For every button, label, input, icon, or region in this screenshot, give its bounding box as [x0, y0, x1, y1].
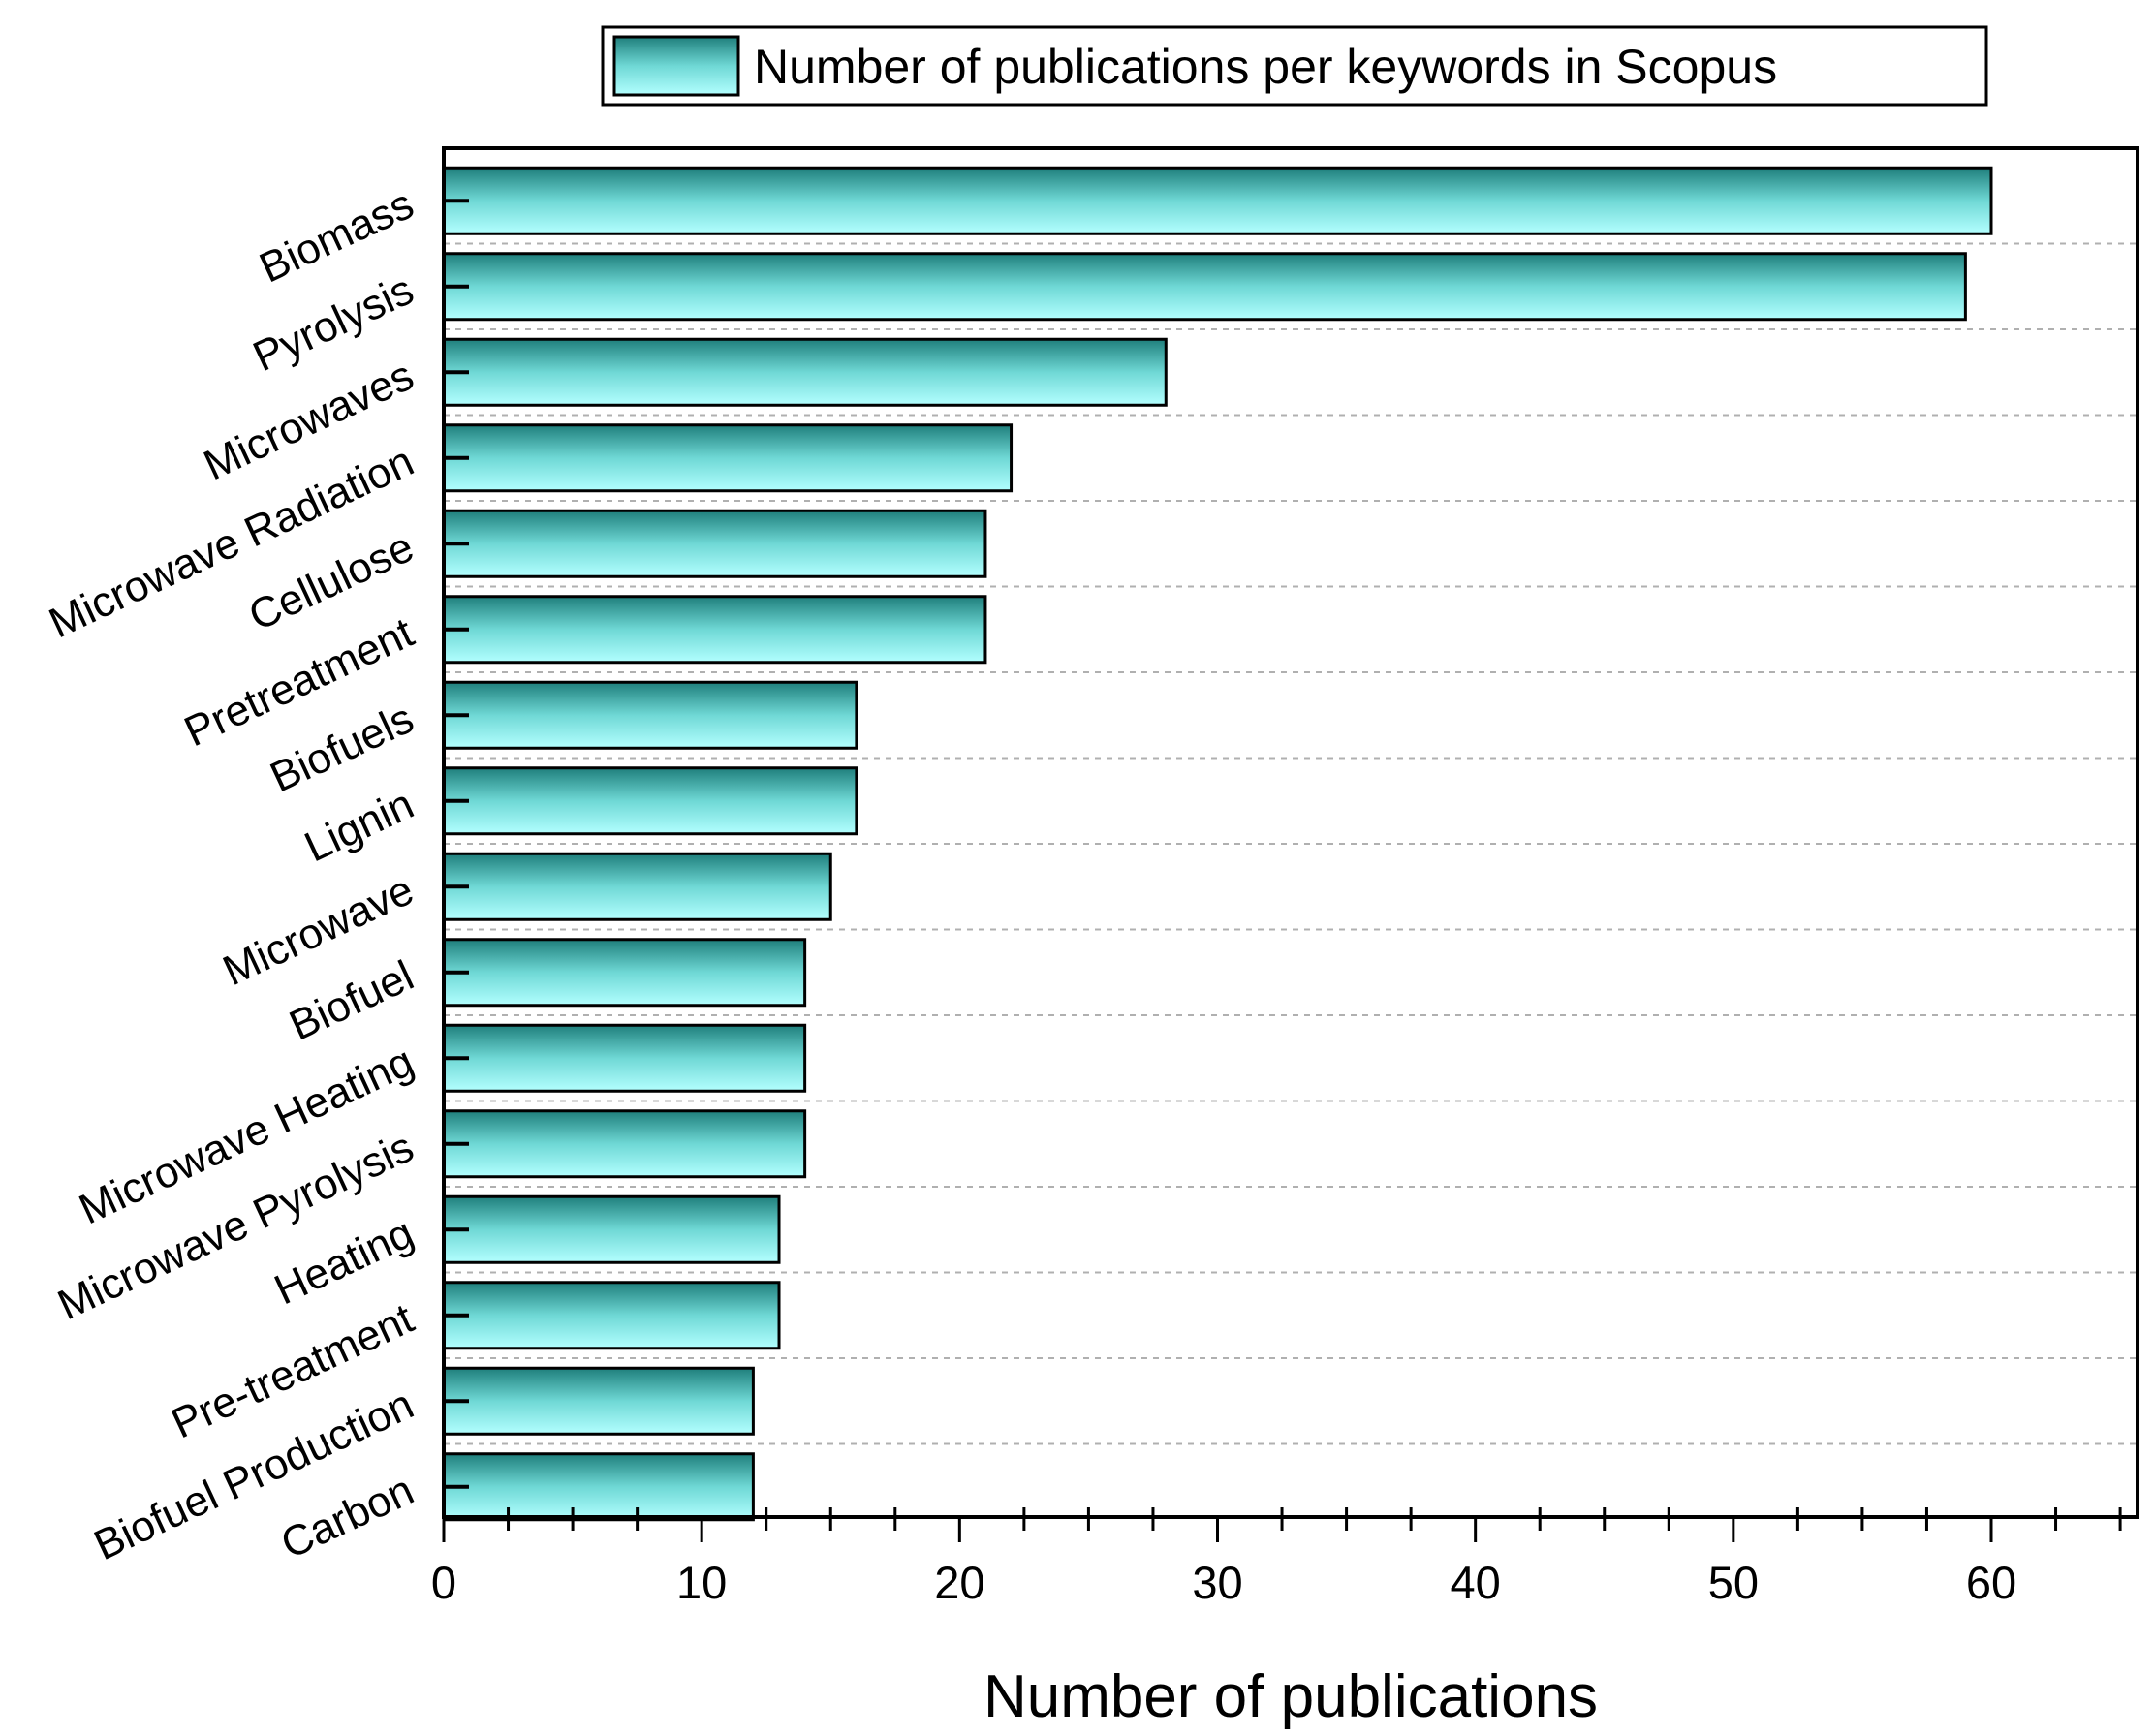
bar-lignin [442, 766, 858, 836]
bar-microwaves [442, 337, 1168, 407]
x-tick-label: 50 [1708, 1557, 1759, 1608]
plot-frame [442, 146, 2139, 1519]
bar-pre-treatment [442, 1281, 781, 1350]
bar-biomass [442, 166, 1993, 235]
grid [444, 242, 2138, 1445]
x-tick-label: 10 [676, 1557, 727, 1608]
x-tick-label: 20 [934, 1557, 984, 1608]
bar-pyrolysis [442, 252, 1967, 322]
legend-box [601, 25, 1988, 107]
legend-label: Number of publications per keywords in S… [754, 40, 1777, 94]
y-tick-marks [444, 199, 469, 1489]
x-tick-label: 60 [1966, 1557, 2016, 1608]
bar-biofuel-production [442, 1366, 755, 1436]
bar-carbon [442, 1452, 755, 1522]
bar-pretreatment [442, 595, 987, 665]
x-tick-label: 30 [1192, 1557, 1242, 1608]
bar-microwave-pyrolysis [442, 1109, 807, 1179]
category-label: Lignin [297, 780, 421, 871]
bar-microwave-radiation [442, 423, 1014, 493]
bar-biofuels [442, 680, 858, 750]
bar-microwave [442, 852, 832, 921]
category-label: Biofuel [283, 951, 421, 1049]
bar-heating [442, 1194, 781, 1264]
bar-cellulose [442, 509, 987, 578]
bar-biofuel [442, 938, 807, 1008]
legend-swatch [612, 35, 740, 97]
legend: Number of publications per keywords in S… [601, 25, 1988, 107]
x-tick-label: 40 [1451, 1557, 1501, 1608]
x-axis-title: Number of publications [983, 1663, 1598, 1730]
bars [442, 166, 1993, 1522]
x-axis: 0 10 20 30 40 50 60 [431, 1507, 2122, 1608]
x-tick-label: 0 [431, 1557, 456, 1608]
bar-microwave-heating [442, 1023, 807, 1093]
